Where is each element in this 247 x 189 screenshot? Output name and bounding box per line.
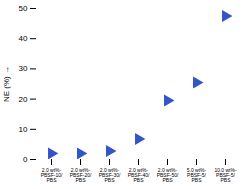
svg-text:40: 40 <box>19 34 28 43</box>
svg-text:10: 10 <box>19 125 28 134</box>
svg-text:2.0 wt%-PBSF-30/PBS: 2.0 wt%-PBSF-30/PBS <box>99 167 121 183</box>
svg-text:2.0 wt%-PBSF-20/PBS: 2.0 wt%-PBSF-20/PBS <box>70 167 92 183</box>
svg-text:0: 0 <box>23 155 28 164</box>
svg-text:10.0 wt%-PBSF-5/PBS: 10.0 wt%-PBSF-5/PBS <box>214 167 237 183</box>
svg-text:50: 50 <box>19 4 28 13</box>
svg-text:20: 20 <box>19 95 28 104</box>
svg-text:NE (%) →: NE (%) → <box>2 66 11 102</box>
svg-text:2.0 wt%-PBSF-40/PBS: 2.0 wt%-PBSF-40/PBS <box>128 167 150 183</box>
svg-text:2.0 wt%-PBSF-50/PBS: 2.0 wt%-PBSF-50/PBS <box>157 167 179 183</box>
svg-text:2.0 wt%-PBSF-10/PBS: 2.0 wt%-PBSF-10/PBS <box>41 167 63 183</box>
svg-text:5.0 wt%-PBSF-5/PBS: 5.0 wt%-PBSF-5/PBS <box>187 167 207 183</box>
svg-text:30: 30 <box>19 64 28 73</box>
